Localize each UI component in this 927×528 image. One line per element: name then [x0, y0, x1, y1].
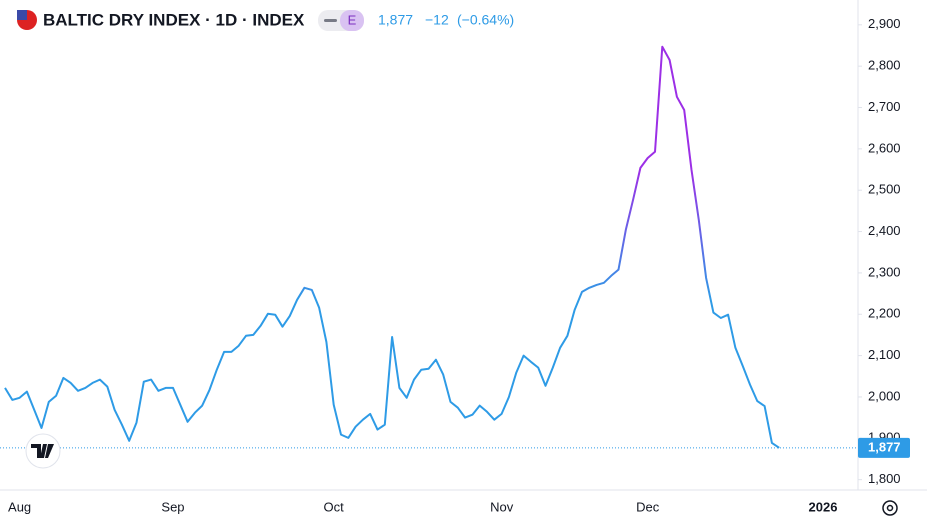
x-tick-label: Nov: [490, 499, 514, 514]
y-tick-label: 2,400: [868, 223, 901, 238]
y-tick-label: 2,900: [868, 16, 901, 31]
price-line: [4, 45, 780, 449]
x-tick-label: Aug: [8, 499, 31, 514]
symbol-title[interactable]: BALTIC DRY INDEX · 1D · INDEX: [43, 10, 305, 29]
x-tick-label: Oct: [324, 499, 345, 514]
y-tick-label: 2,200: [868, 306, 901, 321]
badge-label: E: [348, 12, 357, 27]
y-tick-label: 2,300: [868, 264, 901, 279]
x-tick-label: Dec: [636, 499, 660, 514]
last-price: 1,877: [378, 12, 413, 28]
price-change-percent: (−0.64%): [457, 12, 514, 28]
last-price-tag: [858, 437, 910, 458]
flag-canton: [17, 10, 27, 20]
last-price-tag-label: 1,877: [868, 439, 901, 454]
y-tick-label: 2,500: [868, 182, 901, 197]
badge-bg: [340, 10, 364, 31]
settings-icon[interactable]: [882, 500, 898, 516]
plot-area: [0, 45, 858, 449]
header: BALTIC DRY INDEX · 1D · INDEX E 1,877 −1…: [17, 10, 514, 31]
y-tick-label: 2,100: [868, 347, 901, 362]
x-tick-label: 2026: [809, 499, 838, 514]
y-tick-label: 2,000: [868, 388, 901, 403]
badge-dash: [324, 19, 337, 22]
x-tick-label: Sep: [161, 499, 184, 514]
y-tick-label: 2,600: [868, 140, 901, 155]
y-tick-label: 2,700: [868, 99, 901, 114]
price-change: −12: [425, 12, 449, 28]
y-tick-label: 1,800: [868, 471, 901, 486]
y-tick-label: 2,800: [868, 58, 901, 73]
tv-logo[interactable]: [25, 433, 61, 469]
